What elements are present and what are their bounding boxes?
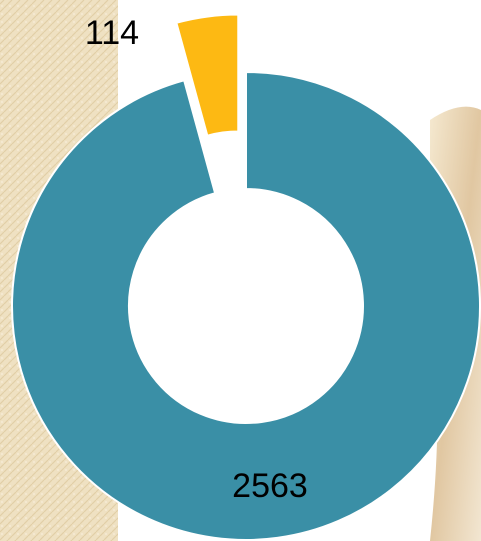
page: 2563114 (() => { const data = JSON.parse… bbox=[0, 0, 481, 541]
chart: 2563 114 bbox=[0, 0, 481, 541]
data-label: 2563 bbox=[232, 467, 308, 505]
data-label: 114 bbox=[85, 14, 139, 52]
